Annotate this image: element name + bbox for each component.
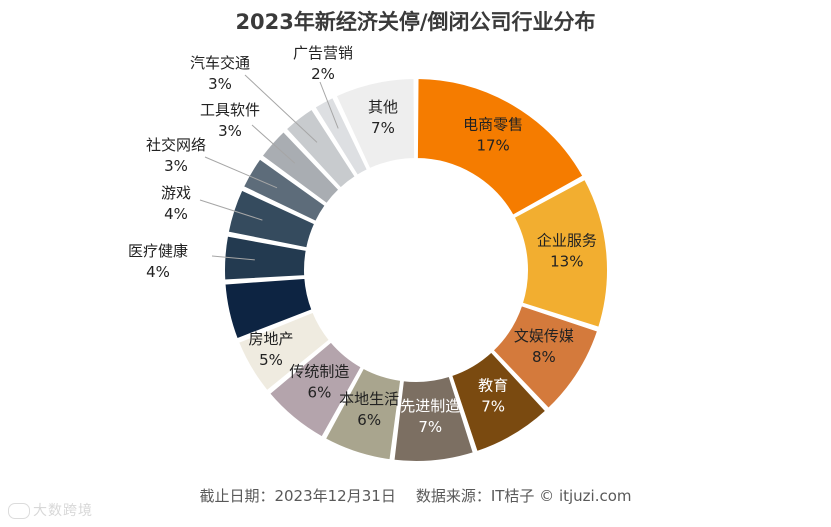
slice-企业服务 — [512, 177, 609, 330]
slice-教育 — [449, 350, 548, 454]
leader-line-广告营销 — [319, 81, 339, 129]
slice-label-社交网络: 社交网络 — [146, 136, 206, 154]
slice-value-传统制造: 6% — [308, 384, 332, 402]
leader-line-医疗健康 — [211, 255, 255, 261]
leader-line-社交网络 — [204, 156, 278, 189]
slice-金融 — [223, 276, 314, 341]
slice-label-先进制造: 先进制造 — [400, 397, 460, 415]
leader-line-汽车交通 — [244, 74, 318, 143]
slice-房地产 — [236, 310, 332, 393]
slice-value-医疗健康: 4% — [146, 263, 170, 281]
slice-label-文娱传媒: 文娱传媒 — [514, 327, 574, 345]
slice-label-其他: 其他 — [368, 98, 398, 116]
slice-先进制造 — [392, 374, 476, 463]
slice-value-汽车交通: 3% — [208, 75, 232, 93]
slice-社交网络 — [241, 156, 328, 224]
slice-labels: 电商零售 17% 企业服务 13% 文娱传媒 8% 教育 7% 先进制造 7% 本地生活 6% 传统制造… — [128, 44, 597, 436]
slice-value-文娱传媒: 8% — [532, 348, 556, 366]
slice-label-房地产: 房地产 — [248, 330, 293, 348]
date-note: 截止日期：2023年12月31日 — [199, 487, 396, 505]
slice-value-其他: 7% — [371, 119, 395, 137]
slice-value-广告营销: 2% — [311, 65, 335, 83]
watermark-text: 大数跨境 — [33, 503, 93, 519]
leader-line-工具软件 — [251, 124, 296, 164]
slice-游戏 — [226, 188, 317, 250]
source-note: 数据来源：IT桔子 © itjuzi.com — [415, 487, 632, 505]
slice-value-先进制造: 7% — [418, 418, 442, 436]
watermark: 大数跨境 — [8, 500, 93, 520]
slice-value-电商零售: 17% — [476, 137, 509, 155]
slice-value-金融: 5% — [174, 312, 198, 330]
slice-医疗健康 — [223, 234, 308, 282]
slice-label-医疗健康: 医疗健康 — [128, 242, 188, 260]
watermark-icon — [8, 503, 30, 519]
leader-line-游戏 — [199, 199, 263, 221]
slice-本地生活 — [323, 366, 403, 462]
leader-lines — [199, 74, 339, 261]
slice-label-游戏: 游戏 — [161, 184, 191, 202]
slice-label-本地生活: 本地生活 — [339, 390, 399, 408]
slice-value-工具软件: 3% — [218, 122, 242, 140]
slice-广告营销 — [313, 95, 370, 178]
chart-title: 2023年新经济关停/倒闭公司行业分布 — [235, 10, 596, 34]
footer: 截止日期：2023年12月31日 数据来源：IT桔子 © itjuzi.com — [0, 485, 831, 506]
slice-label-企业服务: 企业服务 — [537, 232, 597, 250]
slice-label-电商零售: 电商零售 — [463, 116, 523, 134]
slice-工具软件 — [260, 129, 341, 206]
slice-value-游戏: 4% — [164, 205, 188, 223]
slice-value-教育: 7% — [481, 397, 505, 415]
slice-其他 — [334, 76, 417, 171]
slice-label-金融: 金融 — [171, 291, 201, 309]
slice-label-广告营销: 广告营销 — [293, 44, 353, 62]
slice-label-汽车交通: 汽车交通 — [190, 54, 250, 72]
slice-label-教育: 教育 — [478, 376, 508, 394]
slice-value-企业服务: 13% — [550, 253, 583, 271]
slice-传统制造 — [267, 340, 364, 439]
slice-label-传统制造: 传统制造 — [289, 363, 349, 381]
slice-电商零售 — [415, 76, 585, 218]
slice-value-本地生活: 6% — [357, 411, 381, 429]
slice-value-社交网络: 3% — [164, 157, 188, 175]
slice-label-工具软件: 工具软件 — [200, 101, 260, 119]
donut-slices — [223, 76, 609, 463]
slice-文娱传媒 — [491, 303, 600, 411]
slice-value-房地产: 5% — [259, 351, 283, 369]
slice-汽车交通 — [284, 107, 358, 190]
